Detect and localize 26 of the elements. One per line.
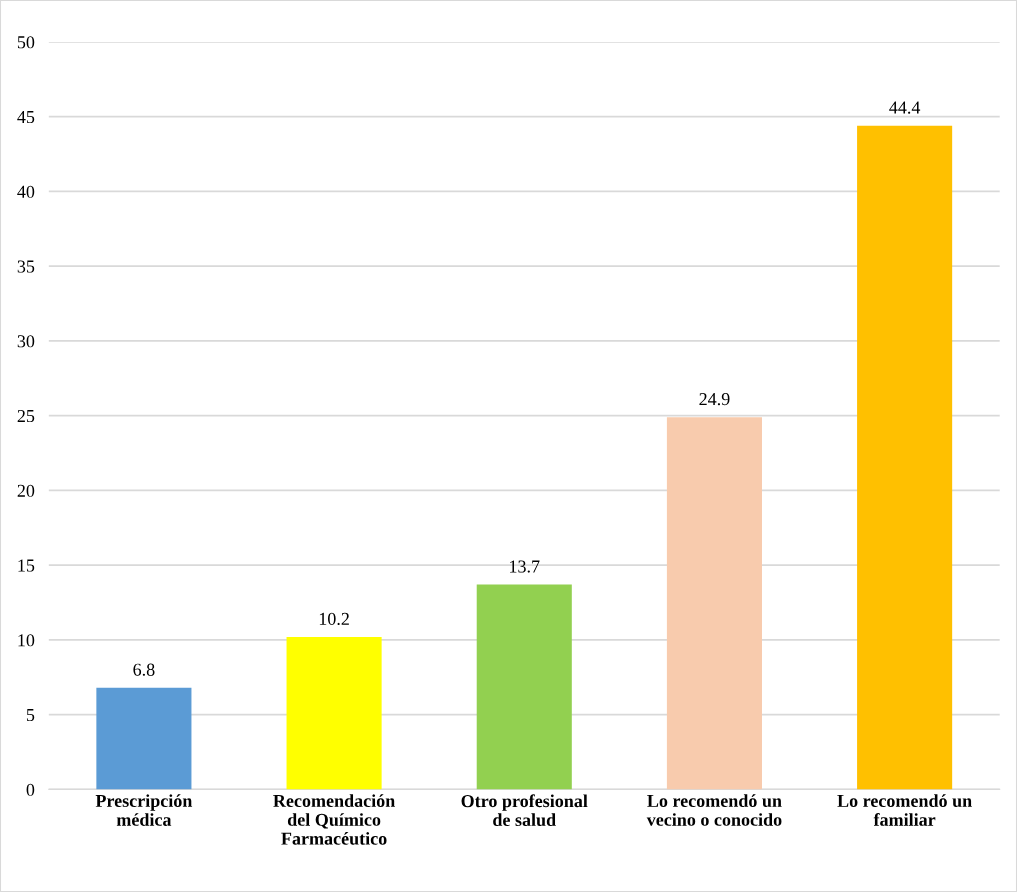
y-tick-label: 25 — [17, 409, 35, 423]
y-tick-label: 10 — [18, 634, 35, 647]
y-tick-label: 0 — [26, 783, 35, 796]
data-label: 13.7 — [510, 560, 540, 573]
x-tick-label: Lo recomendó un familiar — [837, 794, 972, 826]
y-tick-label: 5 — [26, 709, 35, 722]
y-tick-label: 40 — [17, 185, 35, 198]
bar — [476, 584, 572, 790]
y-tick-label: 45 — [17, 111, 35, 124]
y-tick-label: 35 — [17, 260, 35, 273]
bar — [857, 125, 953, 790]
x-tick-label: Prescripción médica — [95, 794, 193, 826]
data-label: 44.4 — [889, 101, 921, 114]
bar — [286, 636, 382, 790]
x-tick-label: Lo recomendó un vecino o conocido — [646, 794, 782, 826]
x-tick-label: Otro profesional de salud — [461, 794, 588, 827]
data-label: 6.8 — [133, 663, 155, 676]
bar — [666, 417, 762, 790]
y-tick-label: 50 — [17, 36, 35, 49]
bar — [96, 687, 192, 790]
y-tick-label: 15 — [18, 559, 35, 572]
data-label: 10.2 — [319, 612, 349, 626]
y-tick-label: 30 — [17, 335, 35, 348]
data-label: 24.9 — [699, 393, 730, 406]
y-tick-label: 20 — [17, 484, 35, 497]
x-tick-label: Recomendación del Químico Farmacéutico — [273, 794, 395, 845]
